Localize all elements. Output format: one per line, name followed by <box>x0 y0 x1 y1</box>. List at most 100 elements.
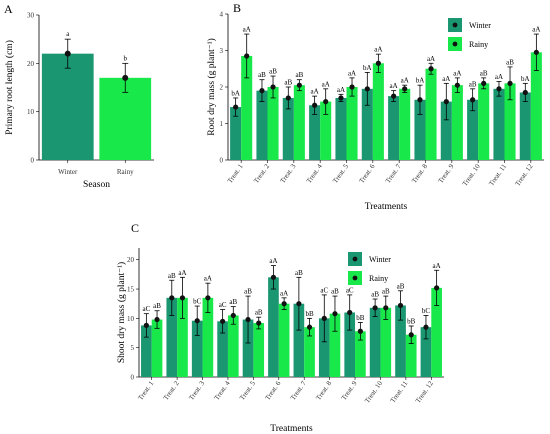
bar-winter-11 <box>493 88 505 160</box>
bar-winter-6 <box>361 88 373 160</box>
significance-label: aA <box>269 257 277 265</box>
y-tick-label: 20 <box>27 60 35 68</box>
x-tick-label: Rainy <box>117 168 134 176</box>
significance-label: bB <box>305 310 314 318</box>
x-tick-label: Treat. 9 <box>437 162 456 185</box>
mean-point <box>481 80 487 86</box>
y-tick-label: 1 <box>220 120 224 128</box>
mean-point <box>470 97 476 103</box>
bar-rainy-8 <box>425 68 437 160</box>
mean-point <box>312 102 318 108</box>
significance-label: bA <box>363 64 372 72</box>
mean-point <box>522 89 528 96</box>
bar-winter-3 <box>282 97 294 160</box>
significance-label: aA <box>442 75 450 83</box>
mean-point <box>270 274 277 280</box>
mean-point <box>443 99 449 105</box>
mean-point <box>270 84 276 90</box>
mean-point <box>259 88 265 94</box>
y-axis-title: Root dry mass (g plant⁻¹) <box>206 38 217 136</box>
significance-label: aA <box>401 77 409 85</box>
bar-winter-5 <box>242 319 254 377</box>
mean-point <box>122 74 129 81</box>
mean-point <box>306 324 313 330</box>
bar-winter-9 <box>344 312 356 377</box>
legend-label-winter: Winter <box>369 255 391 264</box>
bar-winter-7 <box>388 96 400 160</box>
mean-point <box>205 295 211 301</box>
significance-label: aB <box>255 309 263 317</box>
bar-rainy-3 <box>202 297 214 377</box>
bar-rainy-10 <box>380 307 392 377</box>
x-tick-label: Treat. 2 <box>252 162 271 185</box>
x-tick-label: Treat. 11 <box>487 162 508 187</box>
x-tick-label: Treat. 5 <box>331 162 350 185</box>
x-tick-label: Treat. 7 <box>289 379 308 402</box>
x-tick-label: Treat. 8 <box>410 162 429 185</box>
mean-point <box>408 332 414 338</box>
mean-point <box>194 318 200 324</box>
x-axis-title: Treatments <box>270 424 313 434</box>
bar-winter-2 <box>256 90 268 160</box>
x-tick-label: Treat. 1 <box>136 379 155 402</box>
legend-point <box>452 41 458 47</box>
mean-point <box>281 301 287 307</box>
legend-point <box>352 275 358 281</box>
x-tick-label: Treat. 6 <box>358 162 377 185</box>
bar-rainy-1 <box>241 55 253 160</box>
significance-label: aB <box>295 269 303 277</box>
bar-winter-4 <box>217 321 228 377</box>
bar-rainy-10 <box>478 83 490 160</box>
y-tick-label: 10 <box>127 315 135 323</box>
significance-label: aC <box>142 305 150 313</box>
bar-rainy-3 <box>293 85 305 160</box>
significance-label: aB <box>229 298 237 306</box>
mean-point <box>230 312 236 319</box>
bar-winter-2 <box>166 297 178 377</box>
y-tick-label: 0 <box>131 374 135 382</box>
x-tick-label: Treat. 12 <box>414 379 435 404</box>
mean-point <box>332 311 338 317</box>
mean-point <box>296 301 302 307</box>
mean-point <box>64 50 71 57</box>
mean-point <box>233 104 239 110</box>
significance-label: aA <box>243 26 251 34</box>
legend-label-rainy: Rainy <box>469 40 488 49</box>
bar-rainy-4 <box>320 101 332 160</box>
bar-rainy-6 <box>372 63 384 160</box>
significance-label: aA <box>427 55 435 63</box>
mean-point <box>296 82 302 88</box>
y-tick-label: 30 <box>27 12 35 20</box>
bar-rainy-2 <box>267 87 279 160</box>
bar-winter-12 <box>420 327 432 377</box>
significance-label: aB <box>371 291 379 299</box>
bar-winter-7 <box>293 303 305 377</box>
bar-rainy-7 <box>304 327 315 377</box>
bar-rainy-5 <box>346 87 358 160</box>
significance-label: bA <box>521 75 530 83</box>
y-tick-label: 0 <box>31 157 35 165</box>
mean-point <box>321 315 327 321</box>
significance-label: aA <box>311 88 319 96</box>
bar-winter <box>41 53 94 160</box>
bar-winter-12 <box>519 92 531 160</box>
significance-label: aA <box>348 69 356 77</box>
significance-label: aA <box>390 82 398 90</box>
legend-label-winter: Winter <box>469 21 491 30</box>
significance-label: aC <box>219 301 227 309</box>
significance-label: aB <box>153 302 161 310</box>
mean-point <box>179 295 186 301</box>
panel-label: A <box>4 2 13 16</box>
legend-point <box>352 256 358 262</box>
y-tick-label: 15 <box>127 286 135 294</box>
x-tick-label: Treat. 6 <box>264 379 283 402</box>
x-tick-label: Treat. 4 <box>305 162 324 185</box>
mean-point <box>375 60 381 66</box>
significance-label: bB <box>407 317 416 325</box>
bar-rainy-9 <box>451 85 463 160</box>
mean-point <box>338 95 344 101</box>
bar-winter-6 <box>268 277 279 377</box>
significance-label: aA <box>322 80 330 88</box>
significance-label: aA <box>178 269 186 277</box>
